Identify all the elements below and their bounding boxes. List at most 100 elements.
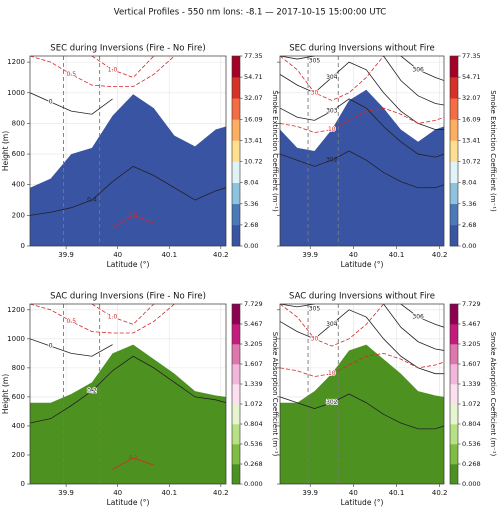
contour-line — [400, 56, 444, 81]
contour-line — [280, 304, 444, 351]
colorbar-bin — [450, 98, 458, 120]
colorbar-bin — [232, 364, 240, 385]
colorbar-bin — [232, 444, 240, 465]
colorbar-tick-label: 0.00 — [244, 242, 258, 250]
contour-line — [280, 61, 444, 130]
contour-label: 10 — [328, 126, 336, 133]
x-tick-label: 40 — [349, 489, 358, 497]
y-tick-label: 1200 — [7, 306, 25, 314]
colorbar-tick-label: 0.00 — [462, 242, 476, 250]
colorbar-frame — [449, 303, 459, 485]
colorbar-bin — [232, 324, 240, 345]
y-tick-label: 400 — [12, 422, 25, 430]
contour-label: 0.1 — [128, 454, 138, 461]
x-tick-label: 40.1 — [389, 251, 405, 259]
colorbar-tick-label: 10.72 — [462, 158, 481, 166]
colorbar-tick-label: 13.41 — [462, 136, 481, 144]
x-tick-label: 39.9 — [58, 251, 74, 259]
x-tick-label: 40 — [113, 251, 122, 259]
contour-label: 306 — [412, 66, 424, 73]
colorbar-bin — [232, 404, 240, 425]
y-tick-label: 1000 — [7, 335, 25, 343]
colorbar-tick-label: 8.04 — [462, 179, 476, 187]
colorbar-frame — [449, 55, 459, 247]
colorbar-tick-label: 0.804 — [462, 420, 481, 428]
colorbar-tick-label: 0.536 — [244, 440, 263, 448]
colorbar-tick-label: 0.000 — [244, 480, 263, 488]
colorbar-tick-label: 5.467 — [244, 320, 263, 328]
colorbar-bin — [232, 119, 240, 141]
panel: 39.9 40 40.1 40.2 306 305 304 303 302 30 10 SEC dur… — [277, 44, 497, 269]
x-tick-label: 40 — [349, 251, 358, 259]
contour-line — [30, 56, 175, 88]
y-tick-label: 600 — [12, 393, 25, 401]
contour-label: 10 — [328, 370, 336, 377]
y-tick-label: 800 — [12, 364, 25, 372]
x-tick-label: 40.2 — [213, 251, 229, 259]
contour-line — [280, 56, 444, 106]
contour-label: 0 — [49, 343, 53, 350]
colorbar-bin — [450, 304, 458, 325]
x-axis-label: Latitude (°) — [341, 498, 384, 507]
colorbar-tick-label: 2.68 — [462, 221, 476, 229]
suptitle: Vertical Profiles - 550 nm lons: -8.1 — … — [114, 8, 386, 18]
contour-label: 0 — [49, 98, 53, 105]
contour-line — [280, 393, 444, 430]
y-axis-label: Height (m) — [1, 374, 10, 414]
x-tick-label: 40.2 — [432, 251, 448, 259]
colorbar-bin — [232, 77, 240, 99]
y-axis-label: Height (m) — [1, 131, 10, 171]
colorbar-bin — [232, 56, 240, 78]
y-tick-label: 1200 — [7, 58, 25, 66]
colorbar-bin — [232, 464, 240, 485]
colorbar-label: Smoke Extinction Coefficient (m⁻¹) — [489, 90, 497, 212]
colorbar-bin — [450, 364, 458, 385]
colorbar-bin — [232, 161, 240, 183]
panel-title: SEC during Inversions without Fire — [289, 44, 435, 54]
filled-contour — [280, 89, 444, 246]
axes-frame — [279, 303, 445, 485]
contour-line — [30, 92, 113, 115]
colorbar-tick-label: 5.36 — [244, 200, 258, 208]
y-tick-label: 200 — [12, 211, 25, 219]
colorbar-bin — [450, 424, 458, 445]
colorbar-label: Smoke Extinction Coefficient (m⁻¹) — [271, 90, 279, 212]
panel-title: SAC during Inversions without Fire — [289, 292, 435, 302]
colorbar-tick-label: 0.804 — [244, 420, 263, 428]
colorbar-tick-label: 54.71 — [462, 73, 481, 81]
colorbar-bin — [232, 344, 240, 365]
contour-label: 304 — [326, 321, 338, 328]
contour-line — [112, 457, 154, 470]
colorbar-tick-label: 77.35 — [462, 52, 481, 60]
x-tick-label: 40 — [113, 489, 122, 497]
contour-line — [91, 56, 155, 78]
colorbar-tick-label: 2.68 — [244, 221, 258, 229]
contour-label: 304 — [326, 74, 338, 81]
colorbar-bin — [450, 77, 458, 99]
contour-label: 0.5 — [66, 71, 76, 78]
axes-frame — [29, 55, 227, 247]
x-tick-label: 40.1 — [389, 489, 405, 497]
x-axis-label: Latitude (°) — [107, 260, 150, 269]
contour-line — [280, 107, 444, 134]
colorbar-tick-label: 1.072 — [244, 400, 263, 408]
x-tick-label: 39.9 — [302, 489, 318, 497]
x-axis-label: Latitude (°) — [341, 260, 384, 269]
contour-line — [280, 352, 444, 377]
contour-label: 305 — [309, 306, 321, 313]
contour-label: 302 — [326, 399, 338, 406]
contour-label: 303 — [326, 108, 338, 115]
colorbar-tick-label: 1.339 — [462, 380, 481, 388]
colorbar-tick-label: 5.467 — [462, 320, 481, 328]
contour-label: 0.2 — [128, 212, 138, 219]
colorbar-tick-label: 1.607 — [244, 360, 263, 368]
contour-line — [280, 98, 444, 158]
contour-line — [280, 150, 444, 189]
contour-line — [30, 165, 226, 216]
contour-line — [30, 355, 226, 424]
contour-label: 0.2 — [87, 388, 97, 395]
colorbar-tick-label: 0.268 — [244, 460, 263, 468]
colorbar-tick-label: 7.729 — [462, 300, 481, 308]
y-tick-label: 0 — [21, 480, 25, 488]
